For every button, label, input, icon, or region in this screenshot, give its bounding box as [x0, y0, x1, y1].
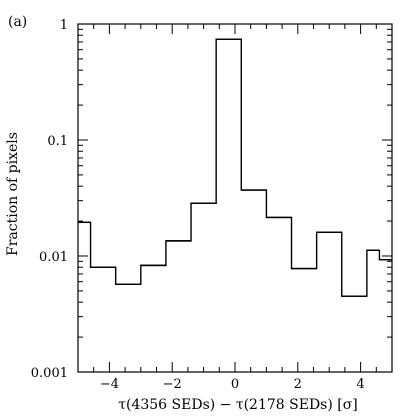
panel-label: (a) — [8, 14, 27, 30]
plot-border — [77, 23, 393, 373]
histogram-step-line — [78, 38, 392, 297]
y-tick-label: 0.1 — [47, 134, 68, 149]
plot-frame — [77, 23, 393, 373]
y-tick-label: 0.001 — [31, 366, 68, 381]
x-tick-label: 2 — [294, 377, 302, 392]
x-tick-label: −4 — [100, 377, 119, 392]
x-axis-label: τ(4356 SEDs) − τ(2178 SEDs) [σ] — [118, 397, 358, 413]
y-axis-label: Fraction of pixels — [5, 132, 21, 256]
x-axis-ticks: −4 −2 0 2 4 — [77, 24, 393, 392]
y-axis-ticks: 0.001 0.01 0.1 1 — [31, 18, 392, 381]
y-tick-label: 1 — [60, 18, 68, 33]
x-tick-label: 4 — [356, 377, 364, 392]
y-tick-label: 0.01 — [39, 250, 68, 265]
x-tick-label: −2 — [163, 377, 182, 392]
histogram-layer — [78, 38, 392, 297]
x-tick-label: 0 — [231, 377, 239, 392]
